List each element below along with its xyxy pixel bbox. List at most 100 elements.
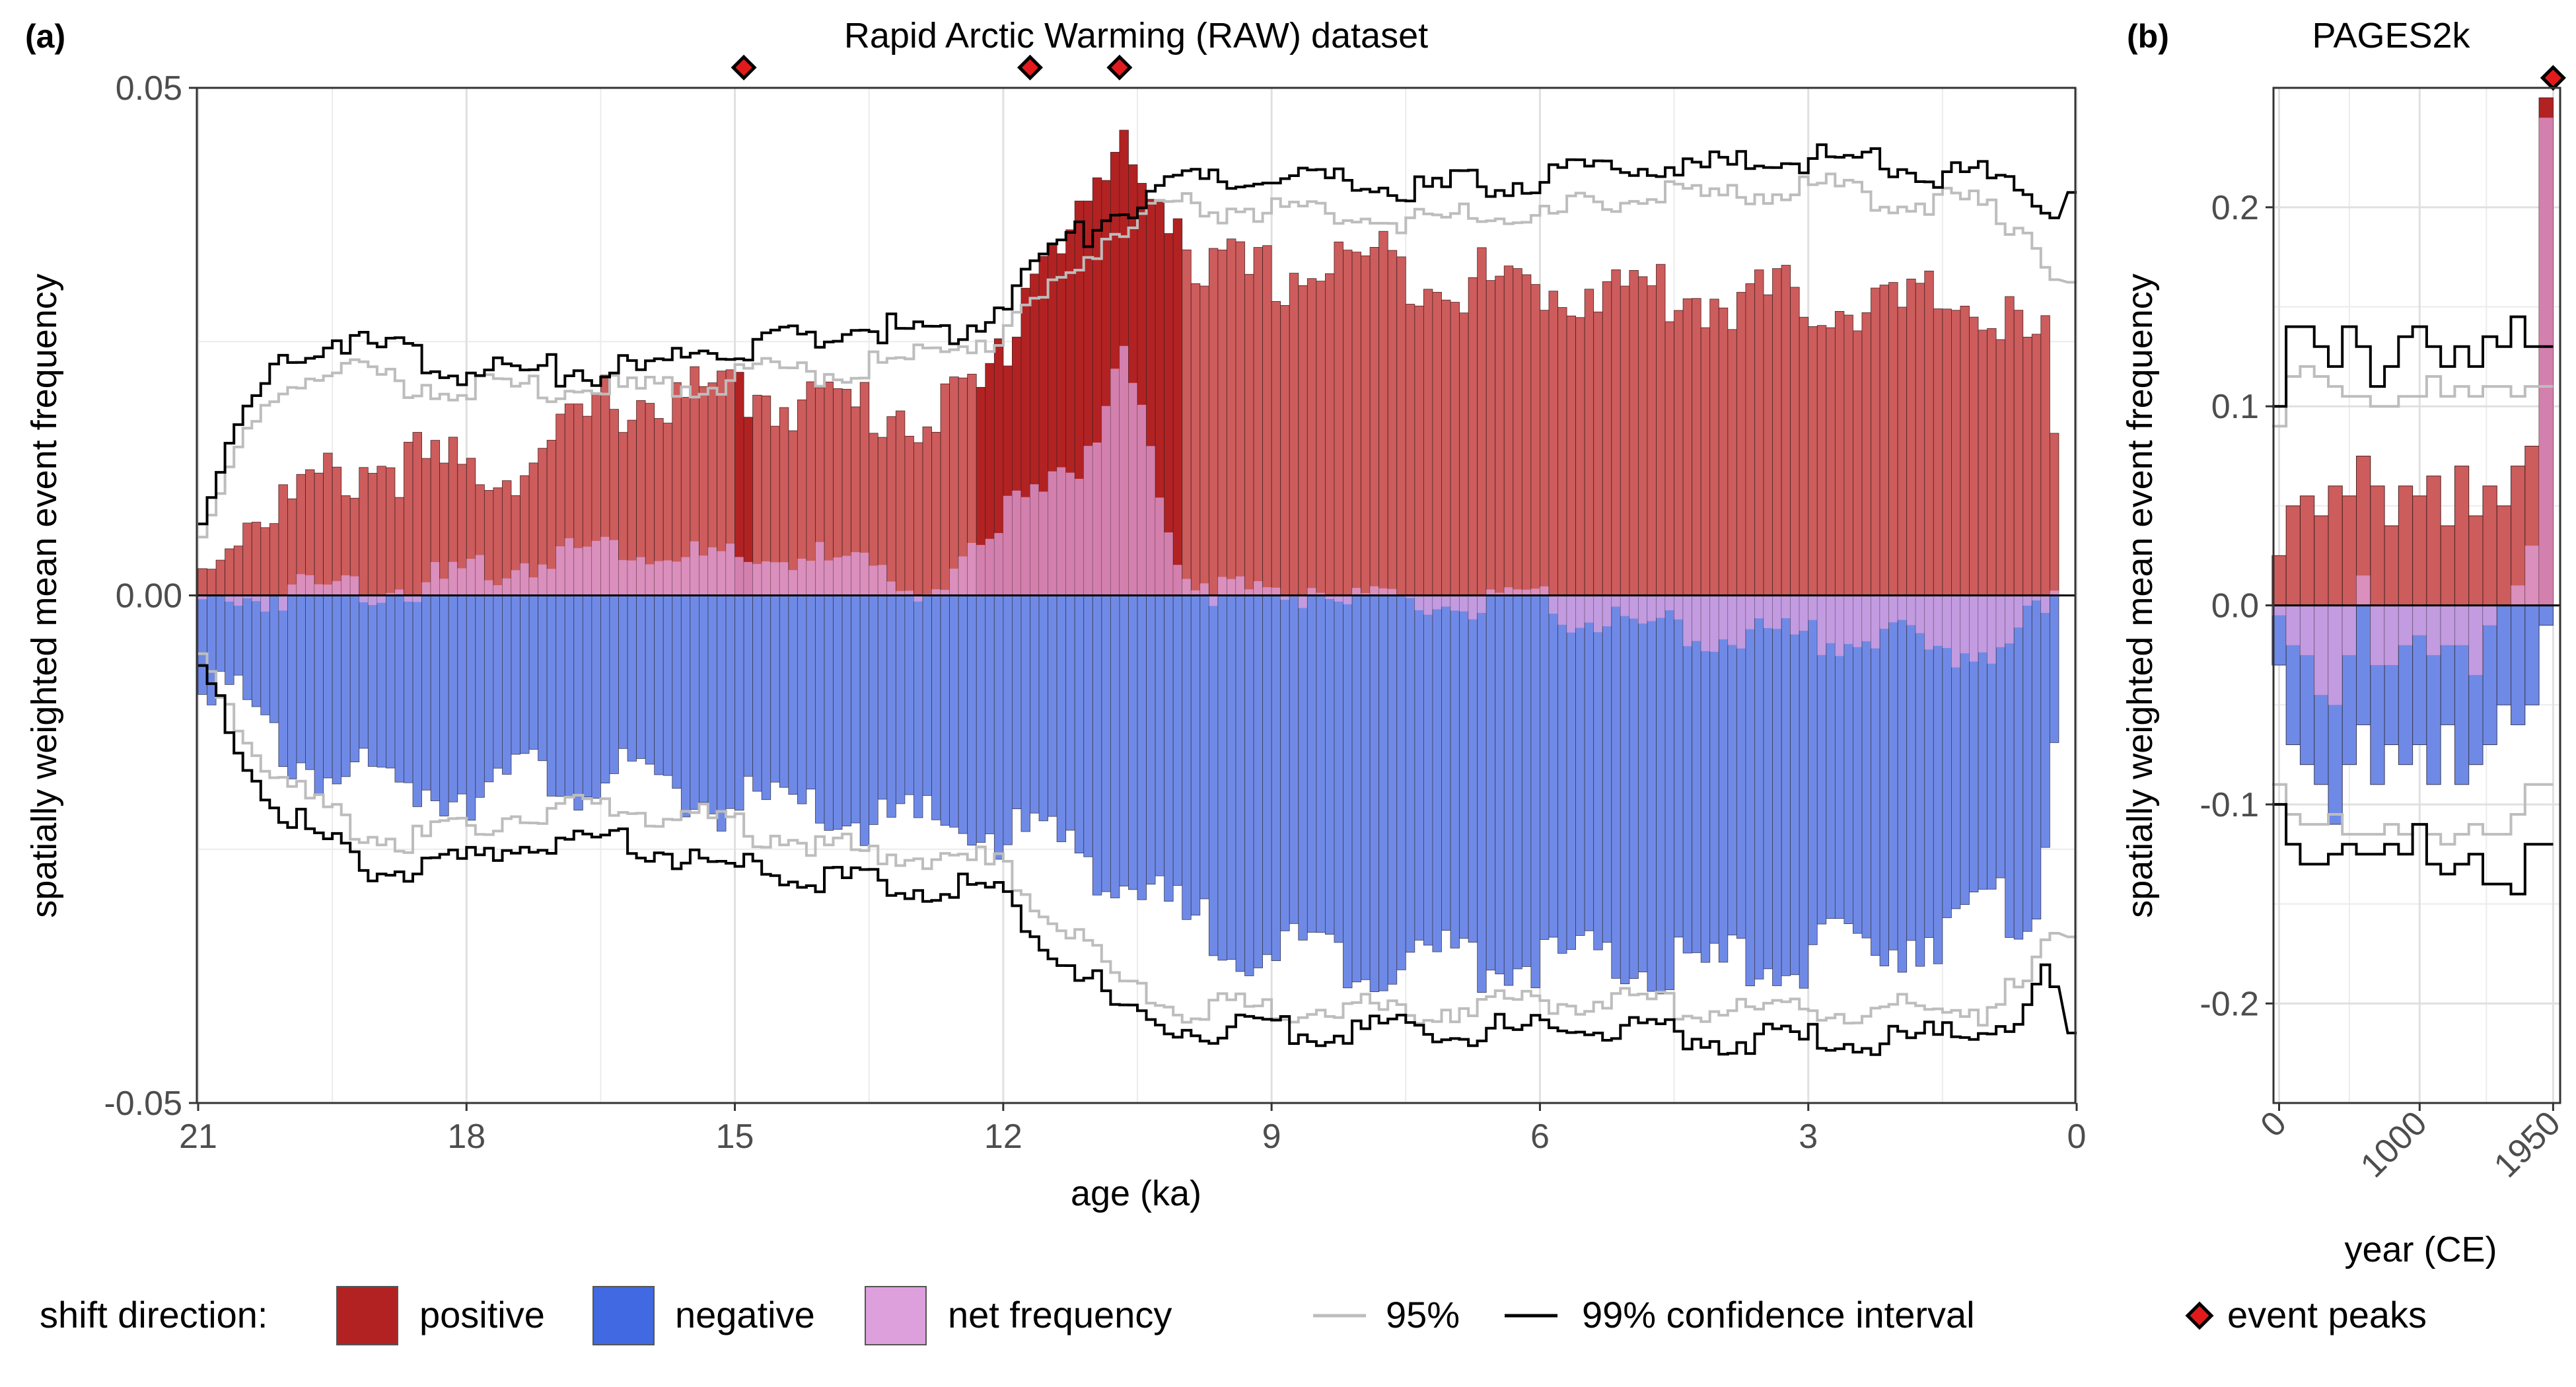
bar-positive — [1853, 330, 1863, 596]
bar-positive — [260, 527, 270, 596]
bar-net — [1199, 583, 1209, 596]
bar-net — [1334, 595, 1343, 602]
bar-positive — [1396, 256, 1406, 596]
bar-positive — [1808, 326, 1818, 596]
bar-negative — [493, 595, 503, 769]
bar-net — [645, 564, 655, 596]
bar-positive — [269, 523, 279, 596]
bar-positive — [1235, 241, 1245, 596]
bar-negative — [1513, 595, 1522, 970]
bar-positive — [1772, 268, 1782, 596]
bar-negative — [806, 595, 816, 790]
bar-negative — [502, 595, 512, 775]
bar-negative — [1879, 595, 1889, 966]
bar-negative — [2022, 595, 2032, 932]
bar-net — [2300, 605, 2314, 655]
bar-positive — [886, 416, 896, 596]
bar-negative — [2356, 605, 2371, 725]
bar-net — [663, 560, 672, 596]
bar-net — [2314, 605, 2328, 695]
bar-negative — [940, 595, 950, 826]
bar-net — [1343, 595, 1353, 604]
bar-positive — [1682, 298, 1693, 596]
bar-positive — [1799, 316, 1809, 596]
bar-negative — [2538, 605, 2554, 626]
bar-positive — [1387, 250, 1398, 596]
bar-positive — [1871, 287, 1880, 596]
bar-net — [878, 565, 887, 596]
bar-negative — [555, 595, 565, 797]
bar-net — [1450, 595, 1460, 611]
bar-negative — [2005, 595, 2015, 938]
bar-negative — [1128, 595, 1138, 890]
bar-positive — [1674, 310, 1684, 596]
bar-positive — [1575, 317, 1585, 596]
bar-net — [1647, 595, 1657, 622]
event-peak-marker — [731, 54, 757, 81]
bar-positive — [251, 522, 262, 596]
bar-net — [1843, 595, 1853, 645]
bar-positive — [1521, 274, 1532, 596]
bar-net — [2286, 605, 2301, 645]
bar-net — [806, 560, 816, 596]
bar-positive — [207, 569, 217, 596]
bar-net — [690, 541, 699, 596]
bar-negative — [680, 595, 691, 818]
bar-net — [1039, 491, 1048, 596]
bar-net — [1585, 595, 1594, 623]
x-tick-label: 3 — [1799, 1118, 1818, 1156]
bar-net — [1065, 472, 1075, 596]
legend-label-ci99: 99% confidence interval — [1582, 1294, 1975, 1335]
bar-positive — [1861, 312, 1871, 596]
bar-negative — [1611, 595, 1621, 979]
bar-net — [1271, 587, 1281, 596]
bar-negative — [1244, 595, 1254, 976]
bar-net — [985, 538, 995, 596]
bar-negative — [1871, 595, 1880, 956]
bar-net — [225, 595, 234, 602]
bar-positive — [2440, 525, 2455, 606]
bar-positive — [2031, 334, 2042, 596]
bar-negative — [609, 595, 619, 774]
bar-net — [2040, 595, 2050, 613]
panel-a-bars — [197, 129, 2059, 995]
bar-negative — [841, 595, 852, 827]
bar-negative — [1182, 595, 1192, 920]
bar-negative — [967, 595, 977, 846]
bar-negative — [1030, 595, 1040, 814]
bar-net — [1030, 484, 1040, 596]
bar-positive — [2412, 495, 2427, 606]
bar-negative — [1772, 595, 1782, 986]
bar-positive — [2314, 515, 2329, 606]
bar-negative — [600, 595, 610, 784]
bar-positive — [1540, 310, 1550, 596]
bar-net — [359, 595, 369, 602]
legend-key-net — [865, 1286, 927, 1345]
panel-a-tag: (a) — [25, 18, 65, 55]
bar-negative — [2524, 605, 2540, 705]
bar-net — [520, 563, 530, 596]
bar-positive — [1915, 283, 1925, 596]
bar-net — [376, 595, 386, 603]
bar-net — [627, 560, 637, 596]
bar-positive — [1826, 327, 1836, 596]
bar-net — [1388, 588, 1397, 596]
bar-positive — [913, 442, 923, 596]
panel-b-border — [2272, 87, 2561, 1104]
bar-net — [994, 533, 1003, 596]
y-tick-label: 0.2 — [2211, 189, 2259, 227]
bar-positive — [1897, 306, 1908, 596]
bar-net — [1871, 595, 1880, 649]
bar-negative — [931, 595, 941, 820]
bar-negative — [1548, 595, 1558, 938]
bar-net — [1674, 595, 1684, 620]
bar-negative — [958, 595, 968, 834]
bar-negative — [1172, 595, 1183, 886]
bar-positive — [1879, 285, 1889, 596]
bar-negative — [1692, 595, 1701, 953]
bar-net — [2050, 590, 2059, 596]
y-tick-label: -0.2 — [2200, 985, 2259, 1023]
bar-negative — [1190, 595, 1201, 916]
bar-positive — [2285, 505, 2301, 606]
bar-net — [1307, 588, 1316, 596]
